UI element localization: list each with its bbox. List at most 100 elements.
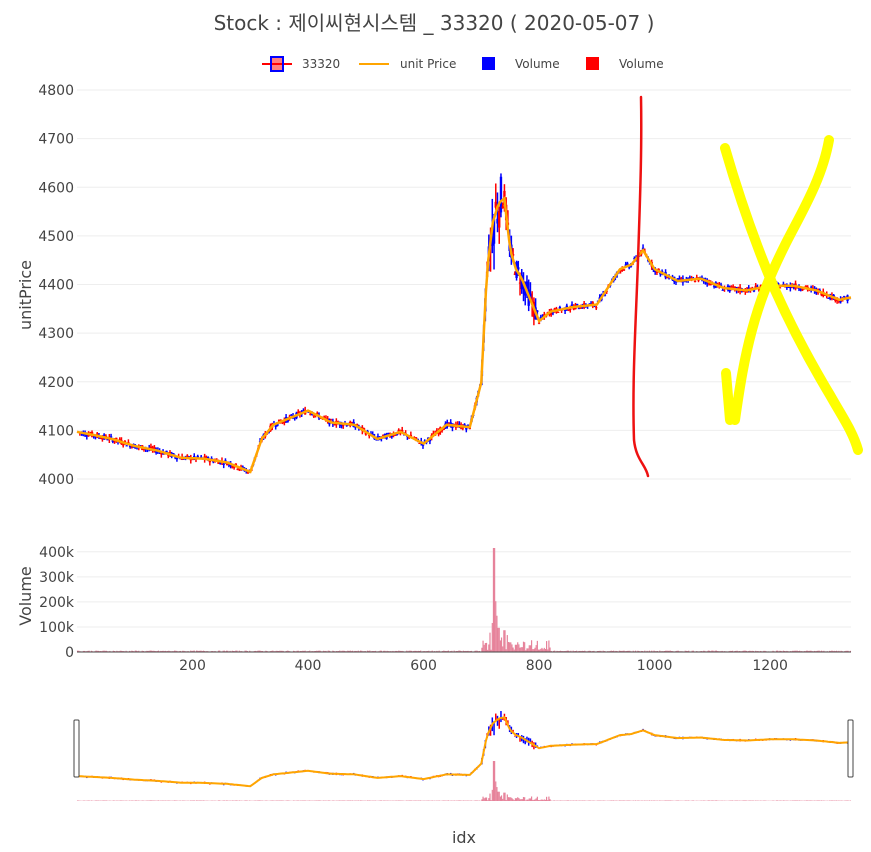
- volume-bar: [829, 650, 831, 652]
- volume-bar: [401, 650, 403, 652]
- volume-bar: [105, 650, 108, 652]
- range-slider-volume-bar: [238, 800, 240, 801]
- volume-bar: [626, 650, 629, 652]
- volume-bar: [506, 635, 508, 652]
- volume-bar: [343, 650, 346, 652]
- volume-bar: [438, 650, 440, 652]
- volume-bar: [128, 650, 131, 652]
- range-slider-volume-bar: [150, 800, 153, 801]
- volume-bar: [589, 650, 592, 652]
- candle-body: [186, 455, 189, 457]
- volume-bars: [76, 548, 852, 652]
- volume-bar: [684, 650, 686, 652]
- volume-bar: [526, 648, 528, 652]
- volume-bar: [309, 650, 311, 652]
- volume-bar: [342, 650, 344, 652]
- volume-bar: [174, 650, 176, 652]
- volume-bar: [485, 642, 488, 652]
- volume-y-tick-label: 300k: [39, 570, 75, 586]
- volume-bar: [792, 650, 794, 652]
- candle-body: [699, 276, 702, 278]
- legend-item[interactable]: 33320: [262, 56, 340, 72]
- candle-body: [777, 283, 780, 285]
- candle-body: [231, 466, 234, 468]
- candle-body: [109, 436, 113, 438]
- price-y-axis-title: unitPrice: [16, 260, 35, 330]
- volume-bar: [664, 650, 667, 652]
- volume-bar: [593, 650, 595, 652]
- range-slider-volume-bar: [534, 799, 536, 801]
- volume-bar: [554, 650, 556, 652]
- range-slider-volume-bar: [530, 796, 533, 801]
- candle-body: [841, 300, 844, 302]
- range-slider-volume-bar: [711, 800, 713, 801]
- volume-bar: [112, 650, 114, 652]
- volume-bar: [474, 650, 476, 652]
- legend-item[interactable]: unit Price: [359, 57, 456, 71]
- range-slider-volume-bar: [527, 799, 529, 801]
- volume-bar: [157, 650, 160, 652]
- range-slider-volume-bar: [500, 795, 503, 801]
- candle-body: [730, 286, 733, 288]
- range-slider-volume-bar: [613, 800, 615, 801]
- volume-bar: [505, 649, 507, 652]
- range-slider-volume-bar: [259, 800, 261, 801]
- range-slider-left-handle[interactable]: [73, 719, 80, 778]
- range-slider-volume-bar: [526, 799, 528, 801]
- volume-bar: [840, 650, 842, 652]
- range-slider-volume-bar: [692, 800, 694, 801]
- volume-bar: [847, 650, 849, 652]
- volume-bar: [744, 650, 746, 652]
- volume-bar: [543, 647, 545, 652]
- candle-body: [316, 412, 319, 414]
- volume-bar: [736, 650, 738, 652]
- volume-bar: [513, 649, 515, 652]
- volume-bar: [236, 650, 238, 652]
- volume-bar: [629, 650, 631, 652]
- range-slider-right-handle[interactable]: [847, 719, 854, 778]
- candle-body: [576, 303, 579, 305]
- volume-bar: [231, 650, 233, 652]
- volume-bar: [327, 650, 329, 652]
- volume-bar: [254, 650, 257, 652]
- volume-bar: [578, 650, 580, 652]
- range-slider-volume-bar: [174, 800, 176, 801]
- chart-title: Stock : 제이씨현시스템 _ 33320 ( 2020-05-07 ): [214, 11, 655, 35]
- volume-bar: [588, 650, 590, 652]
- range-slider-volume-bar: [475, 800, 477, 801]
- volume-bar: [565, 650, 567, 652]
- volume-bar: [244, 650, 246, 652]
- candle-body: [125, 445, 128, 447]
- candle-body: [387, 433, 390, 435]
- volume-bar: [418, 650, 421, 652]
- range-slider-volume-bar: [782, 800, 785, 801]
- volume-bar: [179, 650, 181, 652]
- legend-item[interactable]: Volume: [482, 57, 560, 71]
- range-slider-volume-bar: [447, 800, 450, 801]
- volume-bar: [375, 650, 377, 652]
- volume-bar: [351, 650, 354, 652]
- yellow-annotation-stroke-1: [720, 143, 863, 455]
- range-slider-volume-bar: [529, 798, 532, 801]
- volume-bar: [517, 642, 519, 652]
- candle-body: [414, 437, 418, 439]
- volume-bar: [275, 650, 277, 652]
- range-slider-volume-bar: [103, 800, 105, 801]
- volume-bar: [653, 650, 655, 652]
- legend-item[interactable]: Volume: [586, 57, 664, 71]
- volume-bar: [97, 650, 99, 652]
- candle-body: [130, 445, 134, 448]
- volume-bar: [587, 650, 589, 652]
- range-slider-volume-bar: [495, 781, 497, 801]
- volume-bar: [167, 650, 169, 652]
- volume-bar: [357, 650, 359, 652]
- volume-y-tick-label: 0: [65, 645, 74, 661]
- legend-candle-box: [270, 56, 284, 72]
- range-slider-volume-bar: [195, 800, 198, 801]
- volume-bar: [544, 648, 547, 652]
- volume-bar: [677, 650, 679, 652]
- volume-bar: [316, 650, 318, 652]
- candle-body: [423, 440, 426, 442]
- volume-bar: [692, 650, 694, 652]
- range-slider[interactable]: [73, 690, 854, 806]
